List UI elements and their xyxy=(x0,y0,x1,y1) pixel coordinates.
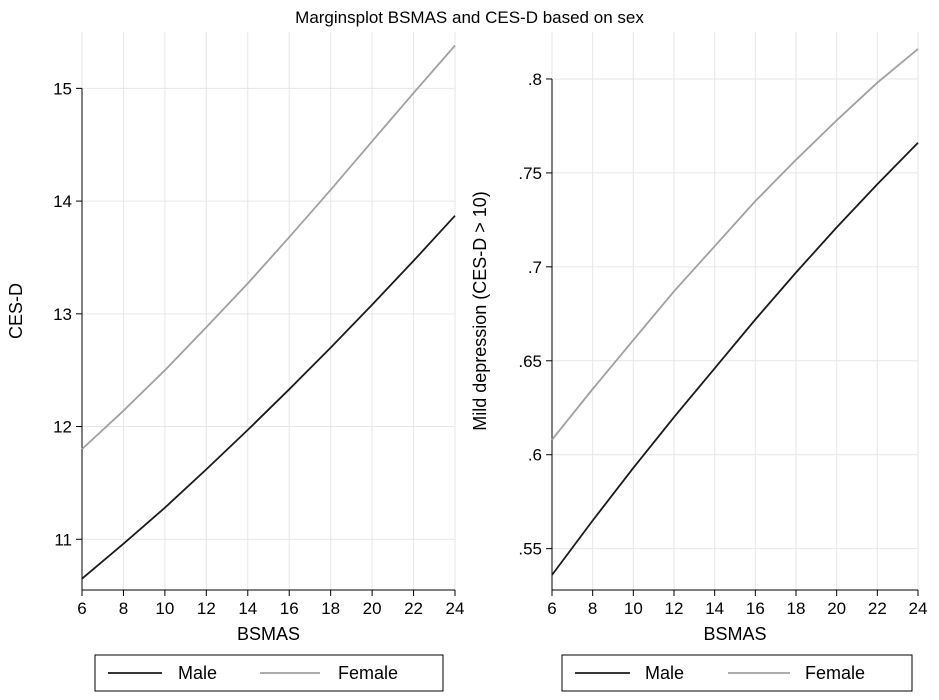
figure-title: Marginsplot BSMAS and CES-D based on sex xyxy=(295,8,644,27)
x-tick-label: 10 xyxy=(155,599,174,618)
x-tick-label: 22 xyxy=(868,599,887,618)
x-tick-label: 8 xyxy=(119,599,128,618)
y-axis-title: CES-D xyxy=(6,283,26,339)
y-tick-label: 12 xyxy=(53,418,72,437)
y-tick-label: .55 xyxy=(518,540,542,559)
y-tick-label: 14 xyxy=(53,192,72,211)
x-tick-label: 16 xyxy=(746,599,765,618)
y-tick-label: 11 xyxy=(54,530,72,549)
series-line-male xyxy=(551,142,919,576)
x-tick-label: 14 xyxy=(705,599,724,618)
y-tick-label: .75 xyxy=(518,164,542,183)
x-tick-label: 8 xyxy=(588,599,597,618)
x-axis-title: BSMAS xyxy=(703,624,766,644)
y-tick-label: .7 xyxy=(528,258,542,277)
x-tick-label: 20 xyxy=(363,599,382,618)
x-tick-label: 6 xyxy=(77,599,86,618)
series-line-female xyxy=(81,44,456,450)
series-line-female xyxy=(551,48,919,441)
y-tick-label: 15 xyxy=(53,79,72,98)
y-tick-label: 13 xyxy=(53,305,72,324)
x-tick-label: 6 xyxy=(547,599,556,618)
x-tick-label: 20 xyxy=(827,599,846,618)
x-tick-label: 16 xyxy=(280,599,299,618)
y-tick-label: .65 xyxy=(518,352,542,371)
x-axis-title: BSMAS xyxy=(237,624,300,644)
y-tick-label: .8 xyxy=(528,70,542,89)
x-tick-label: 12 xyxy=(665,599,684,618)
x-tick-label: 14 xyxy=(238,599,257,618)
x-tick-label: 18 xyxy=(787,599,806,618)
y-tick-label: .6 xyxy=(528,446,542,465)
x-tick-label: 10 xyxy=(624,599,643,618)
legend-label-female: Female xyxy=(338,663,398,683)
series-line-male xyxy=(81,215,456,580)
y-axis-title: Mild depression (CES-D > 10) xyxy=(470,191,490,431)
x-tick-label: 18 xyxy=(321,599,340,618)
x-tick-label: 24 xyxy=(446,599,465,618)
x-tick-label: 22 xyxy=(404,599,423,618)
legend-label-female: Female xyxy=(805,663,865,683)
legend-label-male: Male xyxy=(645,663,684,683)
x-tick-label: 12 xyxy=(197,599,216,618)
x-tick-label: 24 xyxy=(909,599,928,618)
legend-label-male: Male xyxy=(178,663,217,683)
